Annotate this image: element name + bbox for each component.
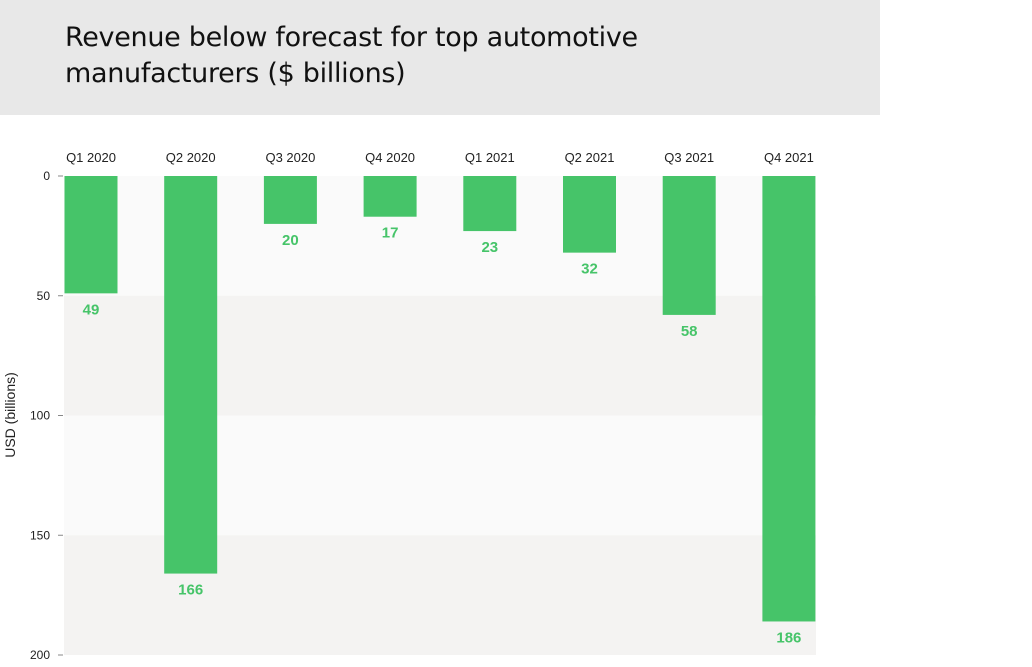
bar <box>463 176 517 232</box>
y-tick-label: 0 <box>43 169 50 183</box>
category-label: Q1 2021 <box>465 150 515 165</box>
category-label: Q4 2021 <box>764 150 814 165</box>
category-label: Q1 2020 <box>66 150 116 165</box>
category-label: Q2 2020 <box>166 150 216 165</box>
category-labels: Q1 2020 Q2 2020 Q3 2020 Q4 2020 Q1 2021 Q2 20… <box>66 150 814 165</box>
y-axis: 0 50 100 150 200 <box>30 169 63 662</box>
value-label: 23 <box>481 239 498 256</box>
bar <box>263 176 317 224</box>
bar <box>164 176 218 574</box>
value-label: 58 <box>681 323 698 340</box>
category-label: Q3 2020 <box>265 150 315 165</box>
value-label: 20 <box>282 232 299 249</box>
value-label: 17 <box>382 225 399 242</box>
value-label: 166 <box>178 582 203 599</box>
y-tick-label: 50 <box>37 289 51 303</box>
y-axis-label: USD (billions) <box>2 372 18 458</box>
value-label: 186 <box>776 629 801 646</box>
bar <box>64 176 118 294</box>
value-labels: 49 166 20 17 23 32 58 186 <box>83 225 802 647</box>
category-label: Q2 2021 <box>565 150 615 165</box>
bar <box>762 176 816 622</box>
bar <box>662 176 716 315</box>
value-label: 49 <box>83 301 100 318</box>
chart-title: Revenue below forecast for top automotiv… <box>65 22 638 89</box>
category-label: Q3 2021 <box>664 150 714 165</box>
y-tick-label: 100 <box>30 409 50 423</box>
bar <box>563 176 616 253</box>
bar <box>363 176 417 217</box>
y-tick-label: 200 <box>30 648 50 662</box>
value-label: 32 <box>581 261 598 278</box>
category-label: Q4 2020 <box>365 150 415 165</box>
y-tick-label: 150 <box>30 528 50 542</box>
title-band <box>0 0 880 115</box>
bars <box>64 176 816 622</box>
